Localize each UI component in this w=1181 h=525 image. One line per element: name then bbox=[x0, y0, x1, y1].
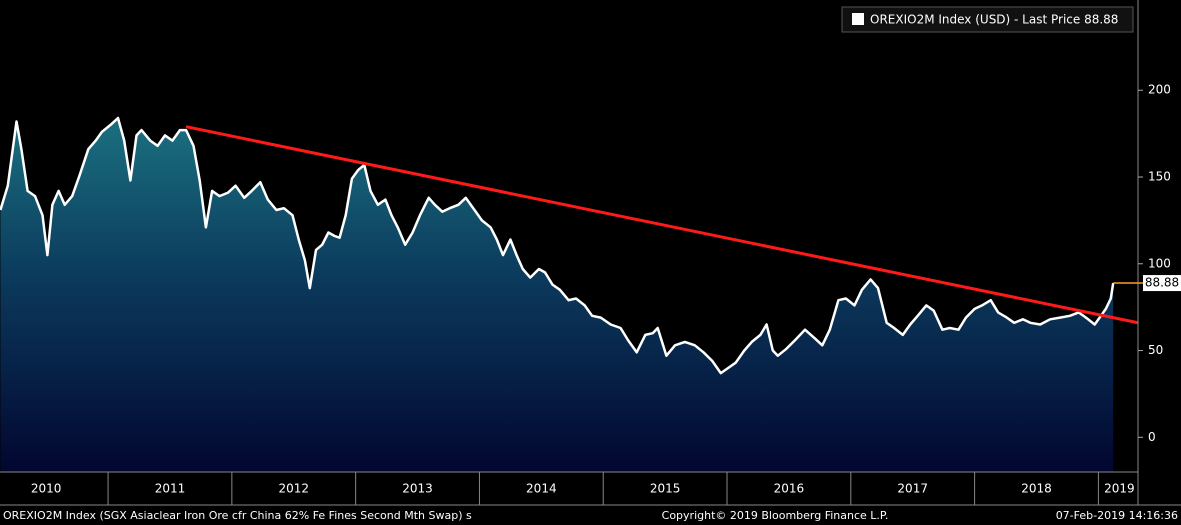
x-tick-label: 2016 bbox=[774, 482, 805, 496]
x-tick-label: 2019 bbox=[1104, 482, 1135, 496]
y-tick-label: 150 bbox=[1148, 170, 1171, 184]
x-tick-label: 2015 bbox=[650, 482, 681, 496]
footer-center: Copyright© 2019 Bloomberg Finance L.P. bbox=[662, 509, 889, 522]
footer-right: 07-Feb-2019 14:16:36 bbox=[1056, 509, 1178, 522]
x-tick-label: 2014 bbox=[526, 482, 557, 496]
x-tick-label: 2013 bbox=[402, 482, 433, 496]
x-tick-label: 2011 bbox=[155, 482, 186, 496]
x-tick-label: 2018 bbox=[1021, 482, 1052, 496]
legend-box bbox=[841, 6, 1134, 33]
footer-left: OREXIO2M Index (SGX Asiaclear Iron Ore c… bbox=[3, 509, 472, 522]
area bbox=[0, 118, 1114, 472]
trendline bbox=[185, 125, 1139, 325]
y-tick-label: 100 bbox=[1148, 256, 1171, 270]
plot-area bbox=[0, 116, 1139, 472]
legend: OREXIO2M Index (USD) - Last Price 88.88 bbox=[841, 6, 1134, 33]
y-tick-label: 50 bbox=[1148, 343, 1163, 357]
x-tick-label: 2017 bbox=[897, 482, 928, 496]
x-tick-label: 2012 bbox=[278, 482, 309, 496]
line bbox=[0, 116, 1115, 375]
last-price-box bbox=[1143, 275, 1181, 292]
legend-swatch bbox=[852, 13, 864, 25]
y-tick-label: 200 bbox=[1148, 83, 1171, 97]
last-price-label: 88.88 bbox=[1145, 276, 1179, 290]
legend-label: OREXIO2M Index (USD) - Last Price 88.88 bbox=[870, 13, 1118, 27]
x-tick-label: 2010 bbox=[31, 482, 62, 496]
y-tick-label: 0 bbox=[1148, 430, 1156, 444]
